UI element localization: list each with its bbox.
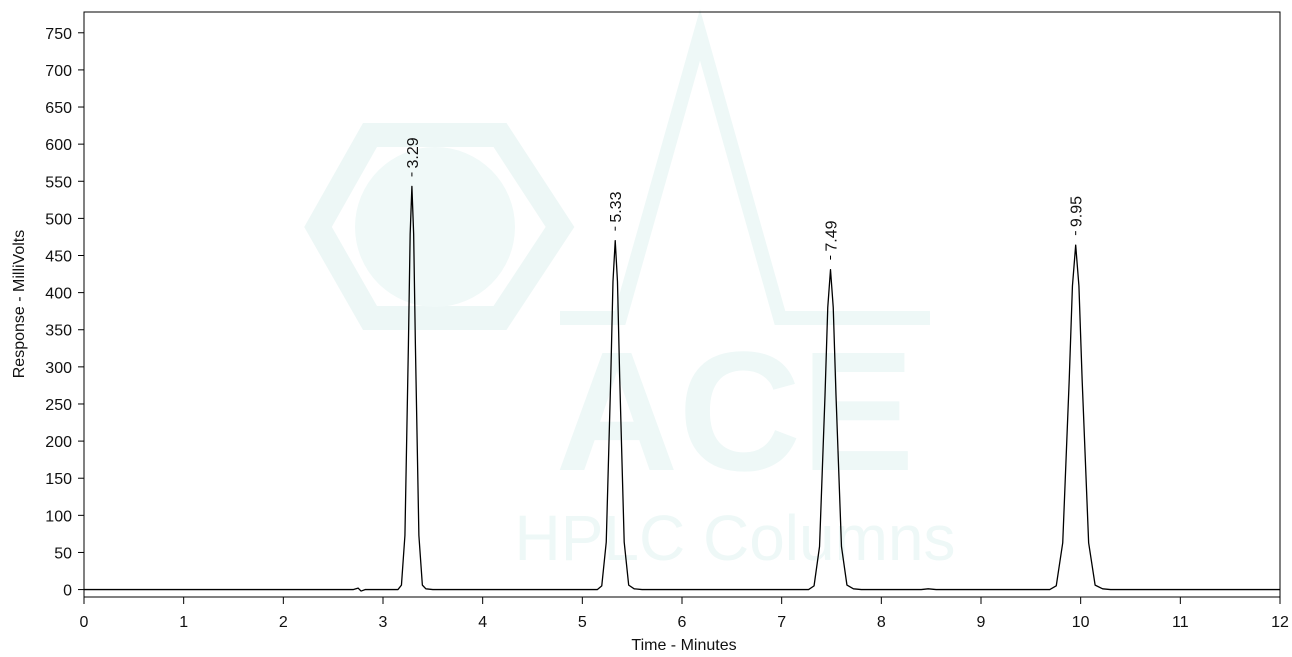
x-tick-label: 9: [977, 614, 986, 631]
x-tick-label: 1: [179, 614, 188, 631]
y-tick-label: 50: [54, 545, 72, 562]
y-tick-label: 100: [45, 508, 72, 525]
watermark-logo: [304, 123, 575, 330]
peak-label: 3.29: [405, 137, 422, 168]
x-tick-label: 10: [1072, 614, 1090, 631]
y-tick-label: 550: [45, 174, 72, 191]
y-tick-label: 750: [45, 26, 72, 43]
y-tick-label: 600: [45, 137, 72, 154]
watermark-logo: [560, 9, 930, 325]
x-tick-label: 0: [80, 614, 89, 631]
y-tick-label: 250: [45, 397, 72, 414]
x-tick-label: 5: [578, 614, 587, 631]
x-tick-label: 12: [1271, 614, 1289, 631]
watermark-logo: [355, 147, 515, 307]
y-tick-label: 400: [45, 286, 72, 303]
peak-label: 7.49: [824, 220, 841, 251]
peak-label: 9.95: [1069, 196, 1086, 227]
watermark: HPLC Columns: [514, 502, 955, 574]
x-tick-label: 2: [279, 614, 288, 631]
y-tick-label: 200: [45, 434, 72, 451]
peak-label: 5.33: [608, 191, 625, 222]
y-tick-label: 350: [45, 323, 72, 340]
y-tick-label: 650: [45, 100, 72, 117]
x-tick-label: 3: [379, 614, 388, 631]
x-tick-label: 11: [1172, 614, 1189, 631]
x-axis-label: Time - Minutes: [631, 637, 736, 654]
y-tick-label: 0: [63, 583, 72, 600]
y-tick-label: 700: [45, 63, 72, 80]
x-tick-label: 7: [777, 614, 786, 631]
x-tick-label: 4: [478, 614, 487, 631]
y-axis-label: Response - MilliVolts: [11, 230, 28, 379]
y-tick-label: 450: [45, 249, 72, 266]
y-tick-label: 150: [45, 471, 72, 488]
trace: [84, 185, 1280, 592]
x-tick-label: 6: [678, 614, 687, 631]
watermark: ACE: [556, 317, 915, 507]
y-tick-label: 300: [45, 360, 72, 377]
x-tick-label: 8: [877, 614, 886, 631]
y-tick-label: 500: [45, 211, 72, 228]
